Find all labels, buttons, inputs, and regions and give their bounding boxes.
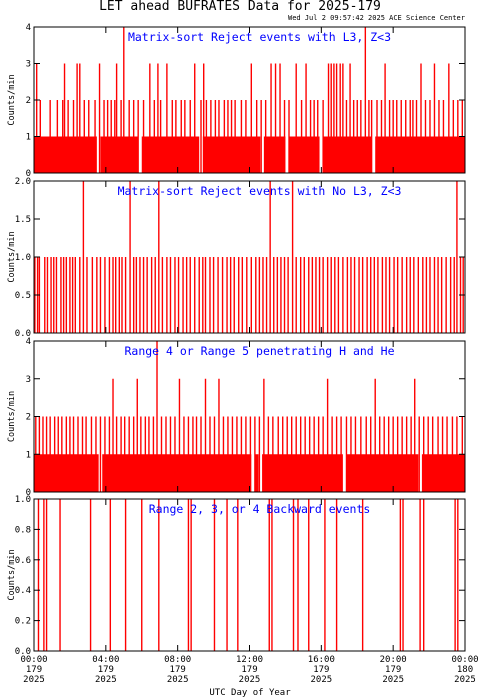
y-tick-label: 3	[26, 60, 31, 70]
x-tick-day: 179	[313, 665, 329, 675]
x-tick-time: 04:00	[92, 655, 119, 665]
y-axis-label: Counts/min	[7, 391, 17, 442]
baseline-block	[102, 454, 252, 492]
baseline-block	[262, 454, 343, 492]
x-tick-year: 2025	[310, 675, 332, 685]
y-tick-label: 0.0	[15, 647, 31, 657]
y-tick-label: 1.5	[15, 215, 31, 225]
baseline-block	[421, 454, 465, 492]
y-tick-label: 0.4	[15, 586, 31, 596]
panel-title: Matrix-sort Reject events with No L3, Z<…	[118, 184, 402, 198]
figure-title: LET ahead BUFRATES Data for 2025-179	[99, 0, 381, 14]
y-tick-label: 2	[26, 96, 31, 106]
x-tick-year: 2025	[95, 675, 117, 685]
plot-area	[37, 499, 459, 651]
y-tick-label: 0.0	[15, 329, 31, 339]
x-tick-day: 179	[385, 665, 401, 675]
baseline-block	[346, 454, 419, 492]
x-tick-time: 20:00	[380, 655, 407, 665]
x-tick-year: 2025	[239, 675, 261, 685]
y-tick-label: 0.6	[15, 556, 31, 566]
x-axis-labels: 00:00179202504:00179202508:00179202512:0…	[20, 655, 478, 685]
y-tick-label: 0	[26, 488, 31, 498]
y-tick-label: 2	[26, 413, 31, 423]
x-tick-day: 180	[457, 665, 473, 675]
x-axis-label: UTC Day of Year	[209, 688, 291, 698]
x-tick-day: 179	[170, 665, 186, 675]
x-tick-day: 179	[98, 665, 114, 675]
y-tick-label: 0.5	[15, 291, 31, 301]
plot-area	[34, 341, 465, 492]
x-tick-year: 2025	[382, 675, 404, 685]
panel-3: 0 1 2 3 4 Counts/min Range 4 or Range 5 penetr…	[7, 337, 466, 498]
panel-2: 0.0 0.5 1.0 1.5 2.0 Counts/min Matrix-sort Rej…	[7, 177, 466, 339]
y-tick-label: 4	[26, 337, 31, 347]
panel-4: 0.0 0.2 0.4 0.6 0.8 1.0 Counts/min Range 2, 3, …	[7, 495, 466, 657]
x-tick-time: 00:00	[20, 655, 47, 665]
y-axis-label: Counts/min	[7, 549, 17, 600]
x-tick-year: 2025	[167, 675, 189, 685]
x-tick-day: 179	[241, 665, 257, 675]
panels: 0 1 2 3 4 Counts/min Matrix-sort Reject events…	[7, 23, 466, 657]
y-tick-label: 0	[26, 169, 31, 179]
y-tick-label: 0.2	[15, 617, 31, 627]
y-tick-label: 4	[26, 23, 31, 33]
y-tick-label: 1.0	[15, 495, 31, 505]
baseline-block	[34, 136, 97, 173]
panel-title: Matrix-sort Reject events with L3, Z<3	[128, 30, 391, 44]
x-tick-year: 2025	[454, 675, 476, 685]
y-tick-label: 3	[26, 375, 31, 385]
y-axis-label: Counts/min	[7, 74, 17, 125]
panel-1: 0 1 2 3 4 Counts/min Matrix-sort Reject events…	[7, 23, 466, 179]
x-tick-time: 00:00	[451, 655, 478, 665]
panel-title: Range 4 or Range 5 penetrating H and He	[124, 344, 394, 358]
generation-timestamp: Wed Jul 2 09:57:42 2025 ACE Science Cent…	[288, 14, 465, 22]
x-tick-day: 179	[26, 665, 42, 675]
y-tick-label: 0.8	[15, 525, 31, 535]
y-tick-label: 1.0	[15, 253, 31, 263]
baseline-block	[100, 136, 139, 173]
panel-title: Range 2, 3, or 4 Backward events	[149, 502, 371, 516]
x-tick-time: 12:00	[236, 655, 263, 665]
x-tick-time: 16:00	[308, 655, 335, 665]
y-axis-label: Counts/min	[7, 231, 17, 282]
baseline-block	[323, 136, 372, 173]
y-tick-label: 1	[26, 133, 31, 143]
x-tick-year: 2025	[23, 675, 45, 685]
y-tick-label: 2.0	[15, 177, 31, 187]
x-tick-time: 08:00	[164, 655, 191, 665]
baseline-block	[263, 136, 286, 173]
baseline-block	[375, 136, 465, 173]
baseline-block	[254, 454, 259, 492]
plot-area	[34, 181, 464, 333]
plot-area	[34, 27, 465, 173]
y-tick-label: 1	[26, 450, 31, 460]
plot-frame	[33, 180, 466, 334]
baseline-block	[289, 136, 320, 173]
